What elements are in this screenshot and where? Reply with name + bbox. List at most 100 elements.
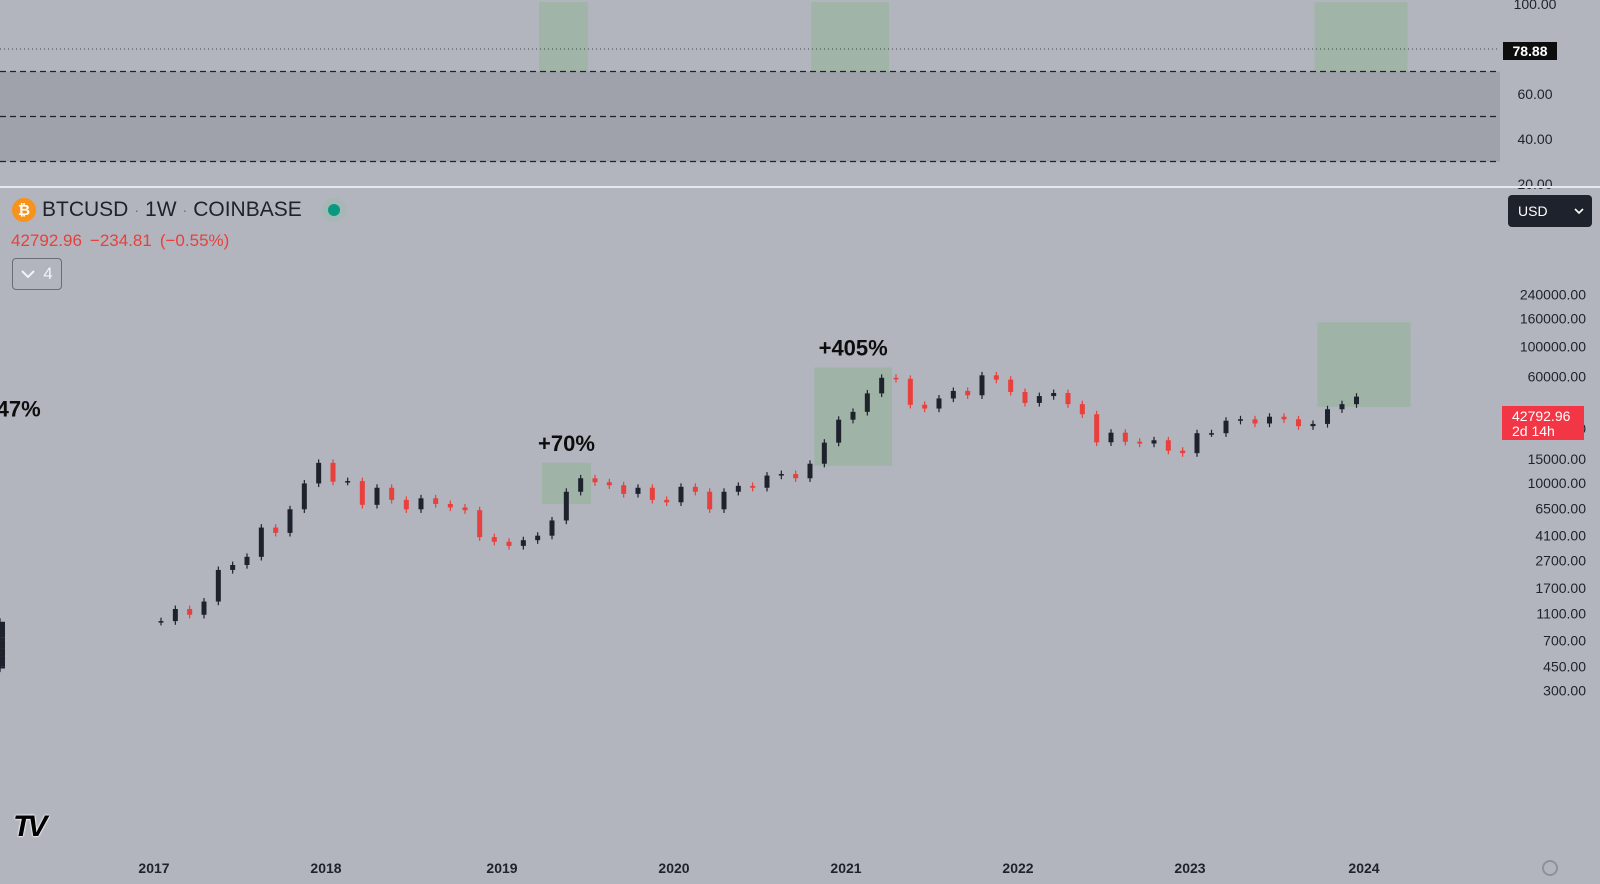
gain-label: +405% [819,335,888,360]
candle-body [893,377,899,380]
price-tick-label: 10000.00 [1528,475,1587,491]
candle-body [0,648,5,651]
candle-body [244,556,250,565]
candle-body [1165,440,1171,451]
candle-body [664,499,670,503]
candle-body [678,486,684,503]
time-tick-label: 2020 [658,860,689,876]
candle-body [735,485,741,492]
last-price: 42792.96 [11,231,82,250]
gear-icon[interactable] [1542,860,1558,876]
candle-body [447,503,453,508]
candle-body [836,419,842,443]
candle-body [936,398,942,409]
candle-body [215,569,221,602]
candle-body [1339,404,1345,410]
price-tick-label: 1700.00 [1535,580,1586,596]
time-tick-label: 2021 [830,860,861,876]
gain-label: +70% [538,431,595,456]
candle-body [172,609,178,622]
chevron-down-icon [1574,207,1584,214]
candle-body [1310,423,1316,427]
candle-body [0,644,5,657]
candle-body [1281,416,1287,420]
candle-body [578,478,584,492]
candle-body [549,520,555,536]
candle-body [316,462,322,484]
candle-body [506,541,512,546]
candle-body [1252,419,1258,424]
price-tick-label: 15000.00 [1528,451,1587,467]
candle-body [821,442,827,464]
candle-body [778,474,784,476]
candle-body [707,491,713,510]
candle-body [520,540,526,546]
price-tick-label: 160000.00 [1520,310,1586,326]
candle-body [1051,392,1057,397]
rsi-highlight-box [539,2,588,72]
price-tag-value: 42792.96 [1512,408,1571,424]
price-tick-label: 6500.00 [1535,500,1586,516]
interval-label[interactable]: 1W [145,198,177,221]
candle-body [187,609,193,615]
candle-body [258,527,264,557]
exchange-label: COINBASE [193,198,302,221]
time-tick-label: 2019 [486,860,517,876]
currency-select[interactable]: USD [1508,195,1592,227]
candle-body [649,487,655,500]
candle-body [1223,420,1229,434]
candle-body [1008,379,1014,392]
candle-body [621,485,627,494]
bar-countdown: 2d 14h [1512,423,1555,439]
candle-body [1354,396,1359,405]
candle-body [301,483,307,510]
candle-body [907,378,913,405]
candle-body [592,478,598,483]
candle-body [1296,419,1301,427]
time-tick-label: 2024 [1348,860,1379,876]
candle-body [491,537,497,542]
candle-body [287,509,293,533]
price-readout: 42792.96 −234.81 (−0.55%) [11,231,229,251]
bitcoin-icon: ₿ [12,198,36,222]
price-tick-label: 240000.00 [1520,286,1586,302]
candle-body [1151,440,1157,444]
candle-body [330,462,336,482]
candle-body [721,491,727,510]
candle-body [979,375,985,396]
symbol-name[interactable]: BTCUSD [42,198,129,221]
price-tick-label: 1100.00 [1536,606,1586,622]
candle-body [1065,392,1071,405]
candle-body [1180,450,1186,454]
currency-value: USD [1518,203,1548,219]
price-tick-label: 450.00 [1543,659,1586,675]
candle-body [793,474,799,479]
indicator-count: 4 [43,264,53,283]
collapse-indicators-button[interactable]: 4 [12,258,62,290]
candle-body [1267,416,1272,424]
price-tick-label: 2700.00 [1535,552,1586,568]
tradingview-logo[interactable]: TV [13,810,47,843]
candle-body [1325,409,1330,424]
candle-body [462,507,468,511]
market-status-icon[interactable] [321,198,346,222]
candle-body [807,463,813,479]
rsi-tick-label: 20.00 [1517,176,1552,192]
rsi-highlight-box [811,2,889,72]
candle-body [418,498,424,510]
candle-body [230,564,236,570]
rsi-highlight-box [1314,2,1408,72]
time-tick-label: 2017 [138,860,169,876]
candle-body [864,393,870,412]
candle-body [403,499,409,510]
legend-separator: · [182,202,188,218]
candle-body [0,666,5,669]
candle-body [0,621,5,638]
symbol-legend[interactable]: ₿ BTCUSD · 1W · COINBASE [12,198,346,222]
candle-body [1209,433,1214,435]
candle-body [635,487,641,494]
rsi-tick-label: 40.00 [1517,131,1552,147]
time-tick-label: 2023 [1174,860,1205,876]
candle-body [0,640,5,649]
